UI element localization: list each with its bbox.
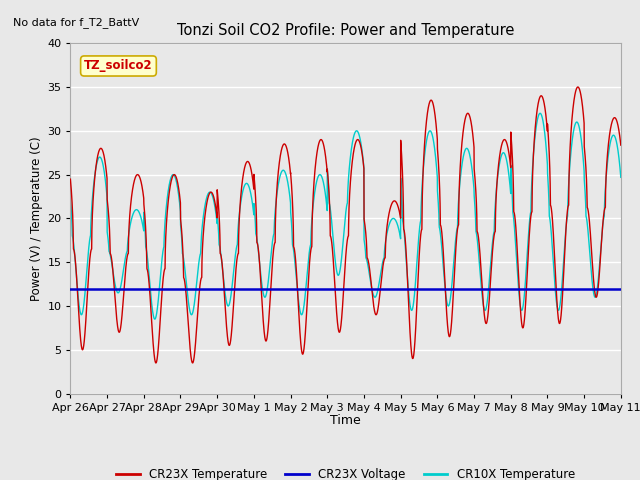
- Title: Tonzi Soil CO2 Profile: Power and Temperature: Tonzi Soil CO2 Profile: Power and Temper…: [177, 23, 515, 38]
- Y-axis label: Power (V) / Temperature (C): Power (V) / Temperature (C): [30, 136, 43, 300]
- Text: TZ_soilco2: TZ_soilco2: [84, 60, 153, 72]
- Text: No data for f_T2_BattV: No data for f_T2_BattV: [13, 17, 139, 28]
- X-axis label: Time: Time: [330, 414, 361, 427]
- Legend: CR23X Temperature, CR23X Voltage, CR10X Temperature: CR23X Temperature, CR23X Voltage, CR10X …: [111, 463, 580, 480]
